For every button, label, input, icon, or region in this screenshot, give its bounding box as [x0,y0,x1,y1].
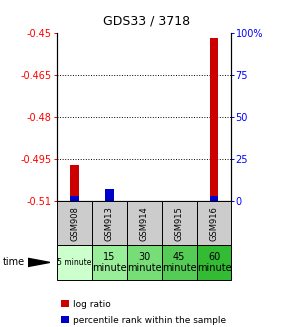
Bar [61,300,69,307]
Text: GSM916: GSM916 [209,206,219,241]
Bar [105,190,114,201]
Text: GSM913: GSM913 [105,206,114,241]
Text: GSM914: GSM914 [140,206,149,241]
Text: 15
minute: 15 minute [92,252,127,273]
Text: 60
minute: 60 minute [197,252,231,273]
Text: 5 minute: 5 minute [57,258,92,267]
Text: time: time [3,257,25,267]
Bar [70,164,79,201]
Bar [105,189,114,201]
Polygon shape [28,258,50,267]
Text: GSM908: GSM908 [70,206,79,241]
Text: 45
minute: 45 minute [162,252,197,273]
Bar [210,38,218,201]
Text: GSM915: GSM915 [175,206,184,241]
Text: percentile rank within the sample: percentile rank within the sample [73,316,226,325]
Text: GDS33 / 3718: GDS33 / 3718 [103,15,190,28]
Bar [70,196,79,201]
Bar [210,196,218,201]
Text: log ratio: log ratio [73,300,111,309]
Bar [61,316,69,323]
Text: 30
minute: 30 minute [127,252,162,273]
